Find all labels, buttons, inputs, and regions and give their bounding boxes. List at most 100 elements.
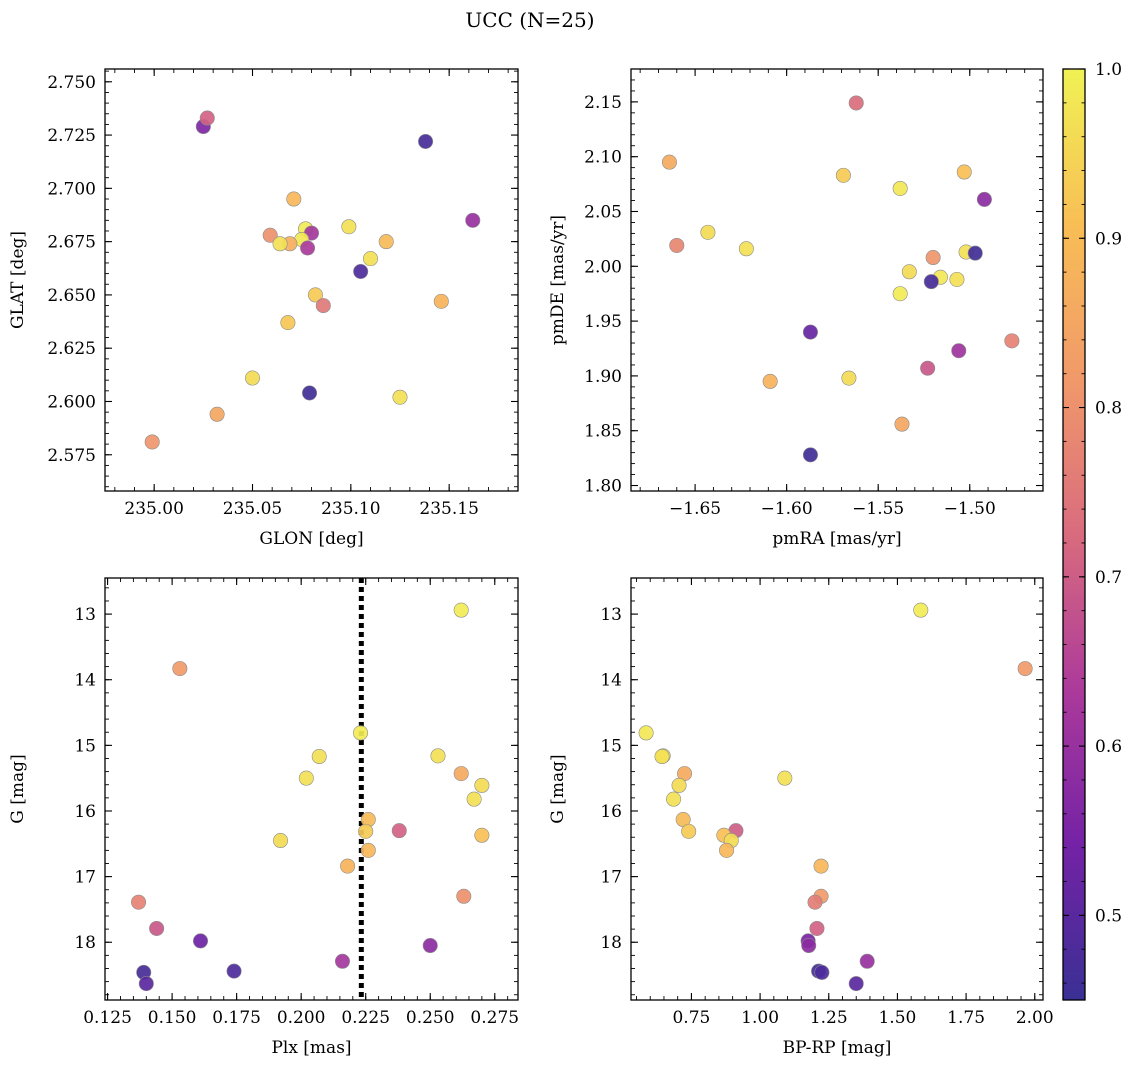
x-tick-label: 0.250 [406, 1008, 455, 1028]
x-axis-label: BP-RP [mag] [783, 1038, 892, 1058]
data-point [956, 164, 972, 180]
colorbar-tick-label: 0.5 [1095, 906, 1122, 926]
data-point [1017, 661, 1033, 677]
colorbar-gradient [1063, 69, 1085, 1000]
data-point [391, 823, 407, 839]
y-tick-label: 2.15 [584, 93, 622, 113]
data-point [951, 343, 967, 359]
data-point [340, 858, 356, 874]
x-axis-label: pmRA [mas/yr] [772, 529, 901, 549]
y-tick-label: 2.05 [584, 202, 622, 222]
x-tick-label: −1.50 [944, 499, 996, 519]
data-point [859, 953, 875, 969]
data-point [638, 725, 654, 741]
data-point [1004, 333, 1020, 349]
x-tick-label: 1.00 [741, 1008, 779, 1028]
data-point [719, 842, 735, 858]
data-point [814, 964, 830, 980]
y-tick-label: 2.575 [47, 446, 96, 466]
data-point [286, 191, 302, 207]
x-tick-label: 0.200 [277, 1008, 326, 1028]
data-point [422, 938, 438, 954]
data-point [923, 274, 939, 290]
data-point [777, 770, 793, 786]
data-point [272, 236, 288, 252]
data-point [341, 219, 357, 235]
y-tick-label: 2.600 [47, 392, 96, 412]
data-point [681, 823, 697, 839]
x-axis-label: GLON [deg] [259, 529, 363, 549]
data-point [138, 976, 154, 992]
x-tick-label: 2.00 [1016, 1008, 1054, 1028]
x-axis-label: Plx [mas] [271, 1038, 351, 1058]
x-tick-label: 235.05 [223, 499, 282, 519]
data-point [302, 385, 318, 401]
data-point [661, 154, 677, 170]
data-point [474, 827, 490, 843]
panel-3: 0.125 0.150 0.175 0.200 0.225 0.250 0.275 13 14 1… [8, 577, 519, 1058]
data-point [967, 245, 983, 261]
y-tick-label: 17 [600, 868, 622, 888]
data-point [353, 263, 369, 279]
data-point [315, 298, 331, 314]
data-point [456, 888, 472, 904]
data-point [920, 360, 936, 376]
data-point [671, 777, 687, 793]
colorbar-tick-label: 1.0 [1095, 60, 1122, 80]
panel-4: 0.75 1.00 1.25 1.50 1.75 2.00 13 14 15 16 17 18 BP-R… [548, 577, 1054, 1058]
colorbar-tick-label: 0.8 [1095, 399, 1122, 419]
data-point [430, 748, 446, 764]
data-point [418, 133, 434, 149]
y-tick-label: 2.00 [584, 257, 622, 277]
data-point [976, 191, 992, 207]
data-point [226, 963, 242, 979]
x-tick-label: 235.10 [321, 499, 380, 519]
y-tick-label: 2.10 [584, 148, 622, 168]
data-point [894, 416, 910, 432]
y-axis-label: GLAT [deg] [8, 231, 28, 329]
data-point [848, 95, 864, 111]
data-point [925, 250, 941, 266]
y-tick-label: 2.750 [47, 73, 96, 93]
y-tick-label: 13 [600, 605, 622, 625]
data-point [949, 271, 965, 287]
data-point [433, 293, 449, 309]
colorbar-frame [1062, 68, 1086, 1001]
colorbar: 0.5 0.6 0.7 0.8 0.9 1.0 [1062, 60, 1122, 1001]
data-point [807, 894, 823, 910]
data-point [334, 953, 350, 969]
data-point [392, 389, 408, 405]
data-point [913, 602, 929, 618]
data-point [209, 406, 225, 422]
data-point [700, 224, 716, 240]
data-point [738, 241, 754, 257]
axes-frame [104, 577, 519, 1001]
data-point [466, 791, 482, 807]
x-tick-label: 1.25 [810, 1008, 848, 1028]
x-tick-label: 0.275 [470, 1008, 519, 1028]
y-axis-label: G [mag] [548, 754, 568, 823]
data-point [298, 770, 314, 786]
y-tick-label: 1.85 [584, 422, 622, 442]
data-point [199, 110, 215, 126]
axes-frame [104, 68, 519, 492]
y-axis-label: G [mag] [8, 754, 28, 823]
axes-frame [630, 577, 1044, 1001]
x-tick-label: −1.65 [669, 499, 721, 519]
x-tick-label: −1.55 [852, 499, 904, 519]
y-tick-label: 2.650 [47, 286, 96, 306]
y-tick-label: 16 [600, 802, 622, 822]
data-point [360, 842, 376, 858]
data-point [131, 894, 147, 910]
data-point [809, 920, 825, 936]
data-point [311, 749, 327, 765]
y-tick-label: 13 [74, 605, 96, 625]
x-tick-label: 0.175 [212, 1008, 261, 1028]
data-point [654, 749, 670, 765]
x-tick-label: −1.60 [761, 499, 813, 519]
x-tick-label: 0.150 [148, 1008, 197, 1028]
y-tick-label: 15 [74, 736, 96, 756]
data-point [262, 227, 278, 243]
y-tick-label: 16 [74, 802, 96, 822]
